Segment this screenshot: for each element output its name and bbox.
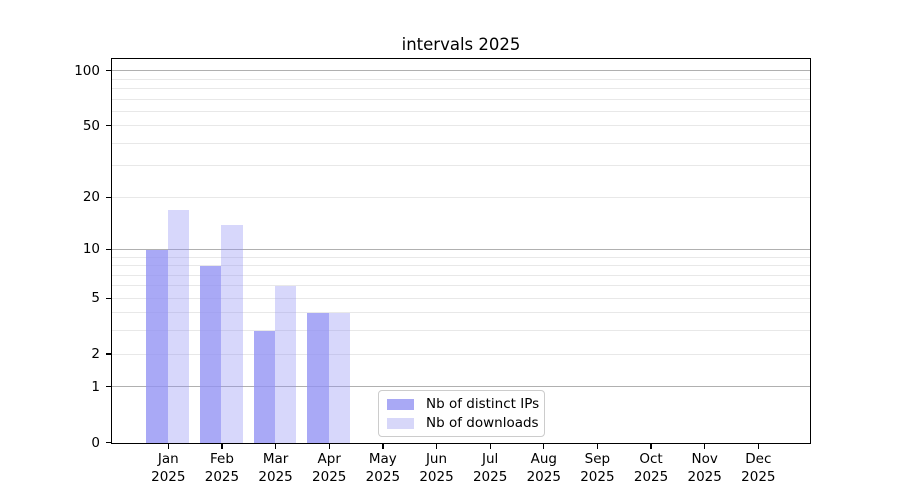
x-tick-nov <box>704 444 706 449</box>
gridline-minor-70 <box>112 98 810 100</box>
y-tick-label-2: 2 <box>91 345 100 362</box>
bar-mar-ips <box>253 331 276 443</box>
y-tick-10 <box>106 248 111 250</box>
y-tick-2 <box>106 353 111 355</box>
gridline-minor-50 <box>112 125 810 127</box>
gridline-minor-7 <box>112 274 810 276</box>
legend-label-downloads: Nb of downloads <box>426 415 539 431</box>
bar-apr-ips <box>307 313 329 443</box>
x-tick-may <box>382 444 384 449</box>
y-tick-label-5: 5 <box>91 290 100 307</box>
gridline-minor-8 <box>112 265 810 266</box>
x-tick-oct <box>650 444 652 449</box>
x-tick-label-dec: Dec 2025 <box>741 451 776 485</box>
gridline-minor-4 <box>112 312 810 314</box>
gridline-major-1 <box>112 386 810 388</box>
x-tick-sep <box>596 444 599 449</box>
gridline-minor-20 <box>112 196 810 198</box>
bar-jan-ips <box>146 249 168 443</box>
bar-mar-downloads <box>275 286 297 443</box>
gridline-major-10 <box>112 248 810 250</box>
y-tick-50 <box>106 125 111 127</box>
x-tick-jan <box>167 444 169 449</box>
bar-feb-downloads <box>221 224 243 443</box>
y-tick-100 <box>106 70 111 72</box>
gridline-minor-3 <box>112 330 810 332</box>
x-tick-label-sep: Sep 2025 <box>580 451 615 485</box>
y-tick-label-0: 0 <box>91 434 100 451</box>
x-tick-label-jun: Jun 2025 <box>419 451 454 485</box>
x-tick-label-nov: Nov 2025 <box>687 451 722 485</box>
x-tick-label-jan: Jan 2025 <box>151 451 186 485</box>
y-tick-0 <box>106 441 111 444</box>
y-tick-label-100: 100 <box>74 62 100 79</box>
gridline-major-100 <box>112 70 810 72</box>
bar-jan-downloads <box>167 210 190 443</box>
legend-label-distinct-ips: Nb of distinct IPs <box>426 396 540 412</box>
gridline-minor-5 <box>112 297 810 299</box>
x-tick-label-aug: Aug 2025 <box>526 451 561 485</box>
gridline-minor-2 <box>112 353 810 355</box>
x-tick-label-feb: Feb 2025 <box>204 451 240 485</box>
x-tick-feb <box>221 444 223 449</box>
x-tick-jul <box>489 444 491 449</box>
x-tick-label-oct: Oct 2025 <box>633 451 669 485</box>
chart-title: intervals 2025 <box>401 35 521 54</box>
x-tick-aug <box>543 444 545 449</box>
bar-apr-downloads <box>328 313 351 443</box>
y-tick-label-20: 20 <box>82 189 100 206</box>
legend: Nb of distinct IPs Nb of downloads <box>378 390 545 437</box>
bars-layer <box>112 59 810 443</box>
gridline-minor-60 <box>112 110 810 112</box>
y-tick-label-50: 50 <box>82 117 100 134</box>
x-tick-dec <box>757 444 760 449</box>
gridline-minor-30 <box>112 165 810 167</box>
x-tick-mar <box>274 444 277 449</box>
grid-layer <box>112 59 810 443</box>
y-tick-label-1: 1 <box>91 378 100 395</box>
y-tick-5 <box>106 297 111 299</box>
y-tick-20 <box>106 196 111 198</box>
legend-item-distinct-ips: Nb of distinct IPs <box>387 395 540 413</box>
x-tick-label-jul: Jul 2025 <box>472 451 508 485</box>
gridline-minor-6 <box>112 285 810 287</box>
gridline-minor-40 <box>112 142 810 144</box>
gridline-minor-9 <box>112 256 810 258</box>
x-tick-label-may: May 2025 <box>365 451 401 485</box>
x-tick-label-mar: Mar 2025 <box>258 451 293 485</box>
gridline-minor-80 <box>112 87 810 89</box>
legend-swatch-downloads-icon <box>387 417 414 429</box>
bar-feb-ips <box>200 266 222 443</box>
x-tick-label-apr: Apr 2025 <box>312 451 347 485</box>
gridline-minor-90 <box>112 78 810 80</box>
legend-swatch-distinct-ips-icon <box>387 398 414 410</box>
legend-item-downloads: Nb of downloads <box>387 414 539 432</box>
y-tick-1 <box>106 386 111 388</box>
x-tick-apr <box>328 444 330 449</box>
y-tick-label-10: 10 <box>82 241 100 258</box>
x-tick-jun <box>435 444 438 449</box>
plot-area <box>111 58 811 444</box>
